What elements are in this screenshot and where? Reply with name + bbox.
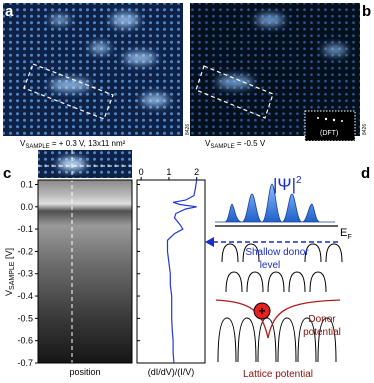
- y-tick-label: 0.0: [20, 202, 33, 212]
- donor-label: potential: [303, 327, 341, 338]
- ef: E: [340, 227, 347, 239]
- y-axis-label: VSAMPLE [V]: [4, 248, 16, 296]
- y-tick-label: -0.2: [17, 246, 33, 256]
- wavefunction-label: |Ψ|2: [273, 175, 302, 194]
- caption-sub: SAMPLE: [210, 144, 234, 150]
- x-tick-label: 2: [194, 167, 199, 177]
- y-tick-label: -0.5: [17, 313, 33, 323]
- donor-label: Donor: [308, 314, 336, 325]
- caption-v: V: [20, 139, 26, 148]
- x-tick-label: 1: [166, 167, 171, 177]
- dft-label: (DFT): [320, 130, 338, 137]
- panel-label: d: [361, 165, 370, 182]
- caption-v: V: [205, 139, 211, 148]
- stm-image-b: [190, 3, 360, 142]
- caption-a: VSAMPLE = + 0.3 V, 13x11 nm²: [20, 139, 126, 150]
- stm-image-a: [3, 3, 183, 136]
- panel-label: c: [3, 165, 11, 182]
- y-tick-label: -0.6: [17, 336, 33, 346]
- fermi-label: EF: [340, 227, 352, 241]
- spectroscopy-map: [37, 150, 133, 364]
- ylabel-rest: [V]: [4, 248, 14, 262]
- x-axis-label: position: [69, 367, 100, 377]
- psi: |Ψ|: [273, 175, 296, 194]
- caption-sub: SAMPLE: [25, 144, 49, 150]
- ylabel-v: V: [4, 290, 14, 296]
- spectrum-line: [166, 179, 198, 364]
- shallow-label: Shallow donor: [245, 247, 309, 258]
- schematic: [205, 183, 343, 363]
- ef-sub: F: [347, 234, 351, 241]
- y-tick-label: -0.4: [17, 291, 33, 301]
- x-axis-label: (dI/dV)/(I/V): [148, 367, 195, 377]
- psi-sup: 2: [296, 175, 302, 186]
- caption-rest: = -0.5 V: [235, 139, 266, 148]
- image-id: 8426: [185, 124, 191, 135]
- panel-label: a: [5, 3, 14, 20]
- panel-label: b: [362, 3, 371, 20]
- y-tick-label: 0.1: [20, 179, 33, 189]
- y-tick-label: -0.3: [17, 269, 33, 279]
- shallow-label: level: [260, 260, 281, 271]
- image-id: 8426: [362, 124, 368, 135]
- line-profile-strip: [38, 150, 132, 178]
- ylabel-sub: SAMPLE: [9, 261, 16, 290]
- y-tick-label: -0.1: [17, 224, 33, 234]
- lattice-label: Lattice potential: [243, 369, 313, 380]
- y-tick-label: -0.7: [17, 358, 33, 368]
- charge-sign: +: [258, 304, 265, 318]
- caption-rest: = + 0.3 V, 13x11 nm²: [50, 139, 126, 148]
- x-tick-label: 0: [139, 167, 144, 177]
- caption-b: VSAMPLE = -0.5 V: [205, 139, 266, 150]
- spectrum-plot: [136, 179, 206, 364]
